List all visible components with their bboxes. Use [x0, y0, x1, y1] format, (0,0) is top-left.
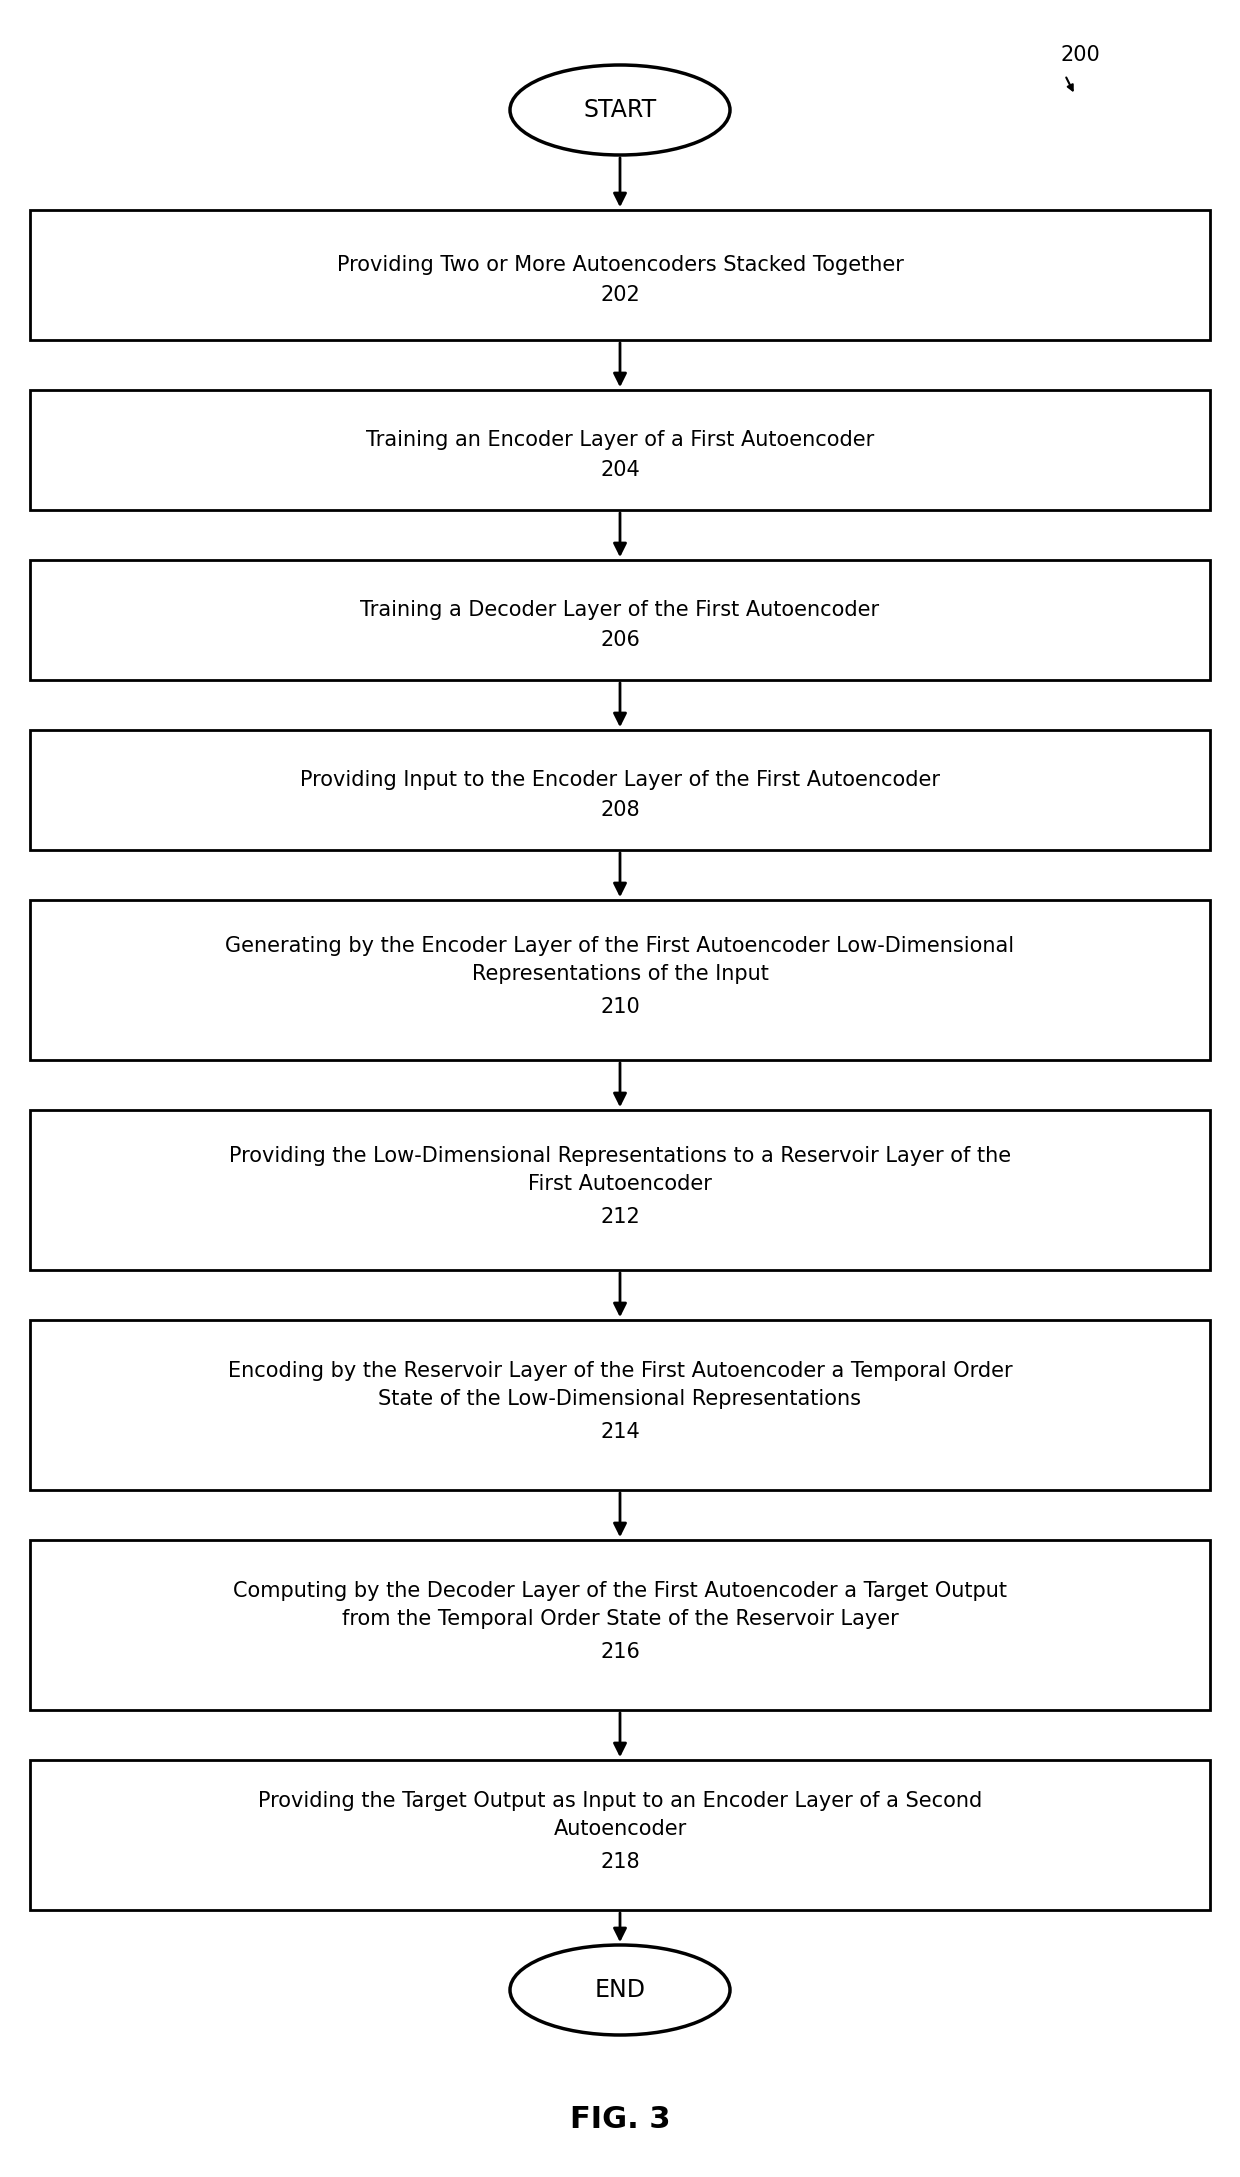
Ellipse shape [510, 1944, 730, 2035]
Text: First Autoencoder: First Autoencoder [528, 1173, 712, 1193]
Text: 206: 206 [600, 629, 640, 651]
Text: FIG. 3: FIG. 3 [569, 2105, 671, 2133]
Text: 214: 214 [600, 1422, 640, 1441]
Text: 210: 210 [600, 997, 640, 1017]
Text: END: END [594, 1979, 646, 2003]
Text: 202: 202 [600, 285, 640, 305]
Text: Providing Input to the Encoder Layer of the First Autoencoder: Providing Input to the Encoder Layer of … [300, 771, 940, 790]
Text: 216: 216 [600, 1641, 640, 1661]
Text: Providing Two or More Autoencoders Stacked Together: Providing Two or More Autoencoders Stack… [336, 255, 904, 274]
Bar [30, 390, 1210, 509]
Ellipse shape [510, 65, 730, 155]
Bar [30, 729, 1210, 849]
Text: Training a Decoder Layer of the First Autoencoder: Training a Decoder Layer of the First Au… [361, 601, 879, 620]
Text: 200: 200 [1060, 46, 1100, 65]
Text: Encoding by the Reservoir Layer of the First Autoencoder a Temporal Order: Encoding by the Reservoir Layer of the F… [228, 1361, 1012, 1380]
Text: from the Temporal Order State of the Reservoir Layer: from the Temporal Order State of the Res… [342, 1609, 898, 1628]
Bar [30, 1319, 1210, 1489]
Text: Representations of the Input: Representations of the Input [471, 964, 769, 984]
Bar [30, 1539, 1210, 1709]
Bar [30, 899, 1210, 1060]
Text: START: START [583, 98, 657, 122]
Text: Computing by the Decoder Layer of the First Autoencoder a Target Output: Computing by the Decoder Layer of the Fi… [233, 1581, 1007, 1600]
Text: Providing the Target Output as Input to an Encoder Layer of a Second: Providing the Target Output as Input to … [258, 1792, 982, 1811]
Text: Autoencoder: Autoencoder [553, 1820, 687, 1840]
Text: Generating by the Encoder Layer of the First Autoencoder Low-Dimensional: Generating by the Encoder Layer of the F… [226, 936, 1014, 956]
Text: 204: 204 [600, 459, 640, 479]
Bar [30, 1110, 1210, 1269]
Bar [30, 1759, 1210, 1909]
Bar [30, 559, 1210, 679]
Text: Training an Encoder Layer of a First Autoencoder: Training an Encoder Layer of a First Aut… [366, 431, 874, 451]
Text: Providing the Low-Dimensional Representations to a Reservoir Layer of the: Providing the Low-Dimensional Representa… [229, 1145, 1011, 1167]
Text: 208: 208 [600, 799, 640, 821]
Text: 218: 218 [600, 1853, 640, 1872]
Bar [30, 209, 1210, 340]
Text: State of the Low-Dimensional Representations: State of the Low-Dimensional Representat… [378, 1389, 862, 1409]
Text: 212: 212 [600, 1206, 640, 1228]
